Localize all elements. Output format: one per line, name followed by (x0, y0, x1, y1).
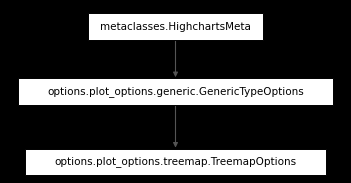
Text: options.plot_options.generic.GenericTypeOptions: options.plot_options.generic.GenericType… (47, 86, 304, 97)
Text: metaclasses.HighchartsMeta: metaclasses.HighchartsMeta (100, 22, 251, 31)
FancyBboxPatch shape (18, 78, 333, 105)
FancyBboxPatch shape (25, 149, 326, 175)
FancyBboxPatch shape (88, 13, 263, 40)
Text: options.plot_options.treemap.TreemapOptions: options.plot_options.treemap.TreemapOpti… (54, 156, 297, 167)
